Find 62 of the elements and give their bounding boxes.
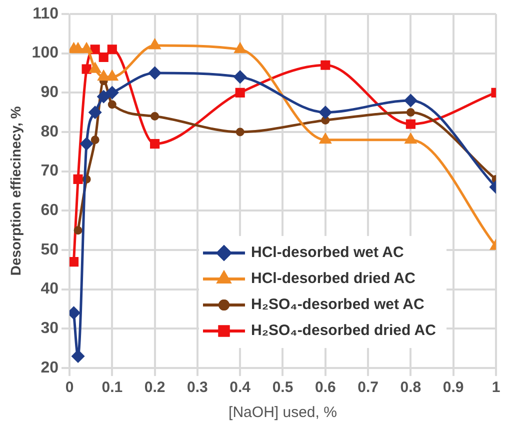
- point: [106, 86, 118, 99]
- y-tick-label: 50: [40, 241, 59, 258]
- point: [406, 108, 415, 117]
- point: [69, 306, 80, 320]
- point: [149, 39, 160, 50]
- point: [405, 134, 416, 144]
- point: [106, 70, 118, 81]
- y-axis-title: Desorption effiecinecy, %: [7, 106, 24, 276]
- point: [90, 44, 100, 54]
- y-tick-label: 60: [40, 202, 59, 220]
- x-tick-label: 0.4: [230, 379, 252, 396]
- x-tick-label: 0.6: [314, 379, 336, 396]
- x-tick-label: 0.5: [272, 379, 294, 396]
- x-tick-label: 0.9: [442, 379, 464, 396]
- point: [234, 43, 246, 54]
- point: [90, 62, 101, 73]
- y-tick-label: 70: [40, 162, 59, 180]
- y-tick-label: 90: [40, 84, 59, 102]
- y-tick-label: 40: [40, 280, 59, 298]
- x-tick-label: 0.1: [102, 379, 123, 396]
- x-axis-title: [NaOH] used, %: [228, 404, 337, 422]
- point: [321, 116, 330, 124]
- point: [319, 106, 332, 119]
- point: [148, 66, 162, 80]
- point: [69, 257, 79, 267]
- point: [236, 128, 244, 136]
- legend-label: H₂SO₄-desorbed dried AC: [250, 322, 436, 340]
- point: [88, 106, 102, 119]
- point: [320, 134, 331, 144]
- point: [90, 136, 100, 144]
- point: [80, 43, 92, 54]
- x-tick-label: 0: [65, 379, 74, 396]
- point: [107, 44, 117, 54]
- x-tick-label: 0.3: [187, 379, 208, 396]
- x-tick-label: 0.2: [144, 379, 166, 396]
- y-tick-label: 100: [32, 44, 59, 62]
- point: [72, 43, 84, 54]
- point: [235, 88, 245, 98]
- legend-label: H₂SO₄-desorbed wet AC: [250, 296, 424, 314]
- legend-label: HCl-desorbed dried AC: [250, 270, 416, 288]
- point: [73, 174, 83, 184]
- point: [150, 112, 160, 121]
- y-tick-label: 20: [40, 359, 59, 376]
- y-tick-label: 30: [40, 320, 59, 338]
- legend-label: HCl-desorbed wet AC: [250, 244, 404, 262]
- point: [150, 139, 160, 149]
- point: [80, 138, 93, 150]
- x-tick-label: 1: [492, 379, 500, 396]
- x-tick-label: 0.7: [358, 379, 378, 396]
- point: [108, 100, 116, 109]
- point: [404, 94, 417, 107]
- point: [406, 119, 416, 129]
- x-tick-label: 0.8: [400, 379, 422, 396]
- point: [97, 90, 110, 103]
- point: [320, 60, 330, 70]
- y-tick-label: 110: [32, 5, 59, 22]
- point: [82, 64, 92, 74]
- point: [234, 70, 246, 84]
- y-tick-label: 80: [40, 123, 59, 140]
- point: [98, 52, 108, 62]
- point: [74, 226, 82, 235]
- point: [98, 70, 110, 81]
